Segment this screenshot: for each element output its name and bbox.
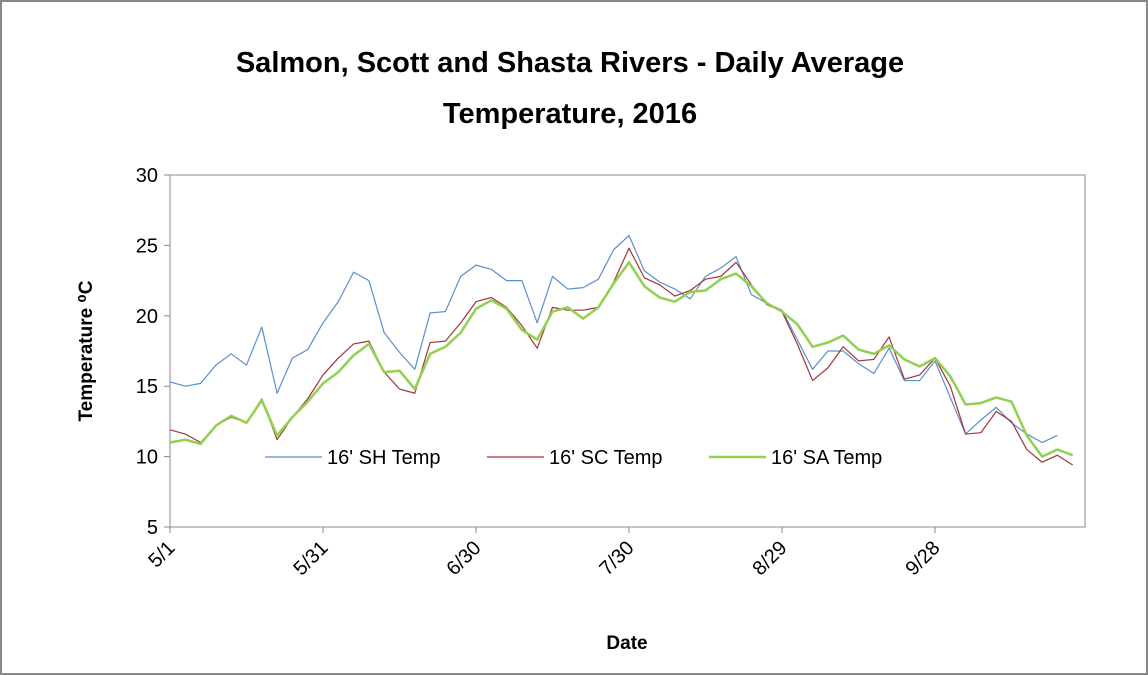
x-axis-label: Date — [606, 633, 647, 654]
legend-label: 16' SA Temp — [771, 447, 882, 469]
y-tick-label: 25 — [136, 235, 158, 257]
series-line — [169, 234, 1058, 444]
y-axis-label: Temperature ⁰C — [76, 280, 97, 421]
plot-area — [169, 174, 1086, 528]
y-tick-label: 20 — [136, 306, 158, 328]
chart-title: Temperature, 2016 — [443, 98, 697, 130]
series-line — [169, 247, 1074, 466]
legend-label: 16' SC Temp — [549, 447, 663, 469]
y-tick-label: 10 — [136, 447, 158, 469]
legend-label: 16' SH Temp — [327, 447, 441, 469]
series-line — [169, 261, 1074, 458]
y-tick-label: 15 — [136, 376, 158, 398]
y-tick-label: 5 — [147, 517, 158, 539]
y-tick-label: 30 — [136, 165, 158, 187]
chart-title: Salmon, Scott and Shasta Rivers - Daily … — [236, 47, 904, 79]
